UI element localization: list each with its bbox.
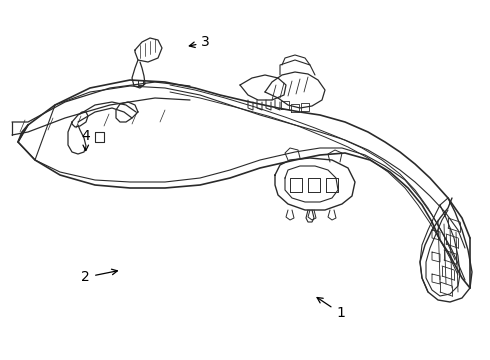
Text: 4: 4 bbox=[81, 129, 90, 150]
Text: 3: 3 bbox=[189, 36, 210, 49]
Text: 2: 2 bbox=[81, 269, 118, 284]
Text: 1: 1 bbox=[317, 297, 345, 320]
